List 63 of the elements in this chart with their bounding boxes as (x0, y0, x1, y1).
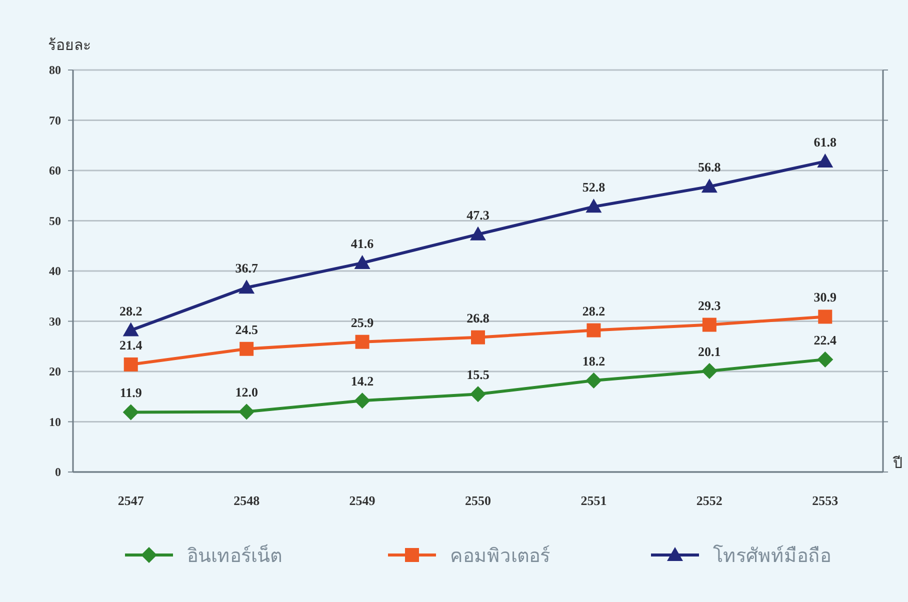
data-label: 24.5 (235, 322, 258, 337)
data-label: 47.3 (466, 207, 490, 222)
point (122, 322, 139, 336)
x-tick-label: 2549 (349, 493, 376, 508)
legend-label: โทรศัพท์มือถือ (713, 544, 831, 567)
data-label: 15.5 (466, 367, 490, 382)
y-tick-label: 60 (49, 164, 61, 178)
data-label: 14.2 (350, 374, 374, 389)
y-tick-label: 20 (49, 364, 61, 378)
point (355, 334, 370, 349)
data-label: 28.2 (582, 303, 606, 318)
data-label: 21.4 (119, 337, 143, 352)
data-label: 22.4 (814, 332, 838, 348)
y-tick-label: 80 (49, 63, 61, 77)
data-label: 41.6 (350, 236, 374, 251)
data-label: 18.2 (582, 354, 606, 369)
y-tick-label: 40 (49, 264, 61, 278)
x-tick-label: 2548 (234, 493, 260, 508)
legend-label: อินเทอร์เน็ต (187, 543, 282, 567)
x-tick-label: 2551 (580, 493, 607, 508)
x-tick-label: 2552 (696, 493, 722, 508)
y-tick-label: 50 (49, 214, 61, 228)
point (470, 386, 486, 402)
data-label: 11.9 (120, 385, 142, 400)
point (817, 351, 834, 368)
point (817, 153, 834, 168)
y-axis-title: ร้อยละ (48, 36, 91, 54)
data-label: 26.8 (466, 310, 490, 326)
point (238, 280, 255, 294)
point (818, 310, 832, 324)
point (471, 330, 485, 344)
x-tick-label: 2550 (465, 493, 491, 508)
point (701, 362, 718, 379)
point (122, 404, 139, 420)
data-label: 52.8 (582, 180, 606, 195)
point (586, 198, 602, 213)
point (470, 226, 486, 240)
point (124, 357, 138, 372)
point (238, 404, 255, 420)
data-label: 25.9 (350, 314, 374, 330)
data-label: 12.0 (235, 384, 258, 400)
legend-label: คอมพิวเตอร์ (450, 545, 550, 567)
data-label: 30.9 (814, 290, 838, 305)
data-label: 61.8 (814, 134, 838, 150)
x-tick-label: 2553 (812, 493, 839, 508)
data-label: 56.8 (698, 160, 722, 175)
data-label: 20.1 (698, 344, 721, 359)
y-tick-label: 70 (49, 113, 61, 128)
y-tick-label: 0 (55, 465, 61, 479)
point (586, 372, 602, 389)
data-label: 28.2 (119, 303, 142, 318)
y-tick-label: 30 (49, 314, 61, 328)
data-label: 36.7 (235, 260, 258, 276)
x-tick-label: 2547 (118, 493, 144, 508)
point (586, 323, 601, 338)
point (240, 342, 254, 356)
y-tick-label: 10 (49, 414, 61, 429)
point (354, 254, 370, 269)
x-axis-title: ปี (892, 454, 903, 472)
data-label: 29.3 (698, 298, 722, 313)
point (702, 318, 716, 332)
point (354, 392, 370, 409)
point (701, 178, 718, 193)
